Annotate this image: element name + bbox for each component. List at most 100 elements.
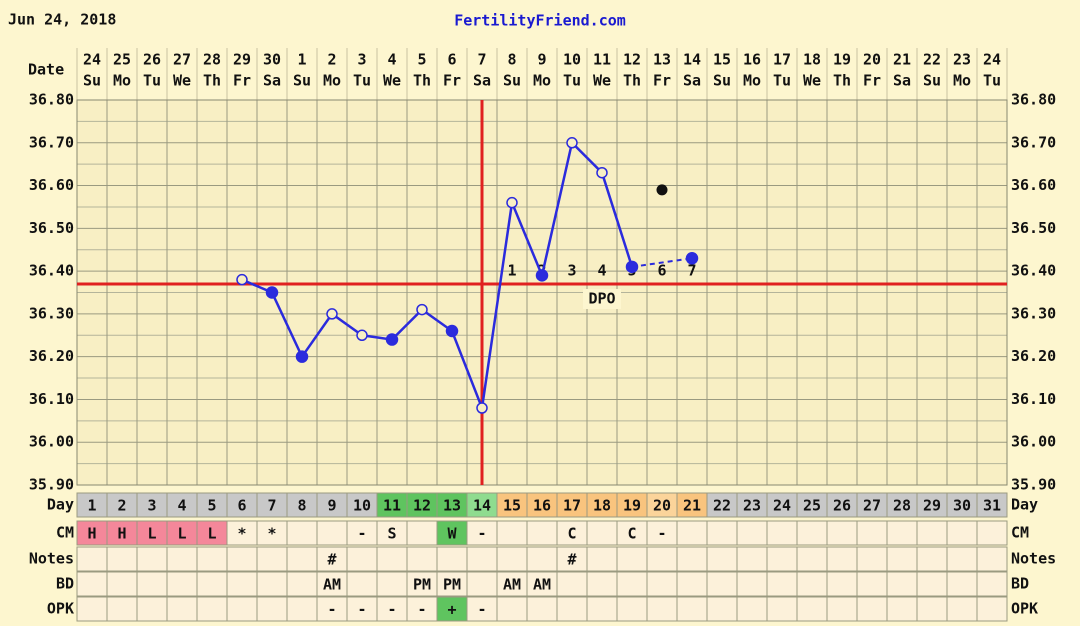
cell — [616, 546, 648, 572]
chart-title: Jun 24, 2018 — [8, 11, 116, 29]
cell — [766, 596, 798, 622]
temperature-point — [356, 329, 368, 342]
dpo-number: 4 — [597, 262, 606, 280]
date-label: 20 — [863, 51, 881, 69]
weekday-label: We — [383, 72, 401, 90]
y-tick-label: 36.10 — [29, 390, 74, 408]
date-label: 6 — [447, 51, 456, 69]
cell — [646, 520, 678, 546]
dpo-label: DPO — [588, 290, 615, 308]
cell-text: H — [87, 525, 96, 543]
date-label: 10 — [563, 51, 581, 69]
weekday-label: Tu — [353, 72, 371, 90]
cell — [76, 571, 108, 597]
cell — [946, 546, 978, 572]
cell-text: - — [357, 601, 366, 619]
weekday-label: Su — [923, 72, 941, 90]
cell — [856, 596, 888, 622]
temperature-point — [596, 166, 608, 179]
row-label-right: CM — [1011, 524, 1029, 542]
weekday-label: We — [173, 72, 191, 90]
cell-text: * — [267, 525, 276, 543]
weekday-label: Su — [713, 72, 731, 90]
weekday-label: Sa — [683, 72, 701, 90]
cell — [886, 520, 918, 546]
date-label: 17 — [773, 51, 791, 69]
weekday-label: Fr — [233, 72, 251, 90]
weekday-label: Mo — [113, 72, 131, 90]
weekday-label: Sa — [893, 72, 911, 90]
date-label: 14 — [683, 51, 701, 69]
date-label: 21 — [893, 51, 911, 69]
cell — [76, 596, 108, 622]
cell — [916, 520, 948, 546]
temperature-point — [476, 402, 488, 414]
cell — [316, 571, 348, 597]
cell — [856, 546, 888, 572]
temperature-point — [625, 260, 639, 274]
cell-text: L — [177, 525, 186, 543]
cell-text: 9 — [327, 497, 336, 515]
date-label: 29 — [233, 51, 251, 69]
cell — [136, 571, 168, 597]
cell — [436, 492, 468, 518]
weekday-label: We — [593, 72, 611, 90]
y-tick-label: 36.80 — [29, 91, 74, 109]
weekday-label: Mo — [323, 72, 341, 90]
cell — [466, 596, 498, 622]
date-label: 24 — [983, 51, 1001, 69]
cell — [526, 596, 558, 622]
cell — [556, 596, 588, 622]
cell — [376, 546, 408, 572]
date-label: 26 — [143, 51, 161, 69]
y-tick-label-right: 36.20 — [1011, 347, 1056, 365]
date-label: 22 — [923, 51, 941, 69]
cell — [976, 571, 1008, 597]
cell — [106, 520, 138, 546]
cell — [286, 546, 318, 572]
cell-text: 28 — [893, 497, 911, 515]
cell — [376, 492, 408, 518]
cell-text: - — [387, 601, 396, 619]
date-label: 5 — [417, 51, 426, 69]
y-tick-label-right: 36.60 — [1011, 176, 1056, 194]
cell — [436, 520, 468, 546]
cell-text: - — [657, 525, 666, 543]
row-label: Day — [47, 496, 74, 514]
date-label: 15 — [713, 51, 731, 69]
cell — [496, 492, 528, 518]
cell-text: 3 — [147, 497, 156, 515]
temperature-point — [265, 286, 279, 299]
weekday-label: Fr — [863, 72, 881, 90]
site-name: FertilityFriend.com — [454, 12, 626, 30]
weekday-label: Su — [503, 72, 521, 90]
cell — [616, 571, 648, 597]
date-label: 23 — [953, 51, 971, 69]
row-label: Notes — [29, 550, 74, 568]
gap-line — [631, 257, 693, 268]
cell — [496, 571, 528, 597]
weekday-label: Tu — [143, 72, 161, 90]
cell — [286, 571, 318, 597]
row-label-right: Notes — [1011, 550, 1056, 568]
cell — [766, 520, 798, 546]
cell — [256, 571, 288, 597]
cell — [196, 571, 228, 597]
cell — [646, 596, 678, 622]
y-tick-label: 36.70 — [29, 133, 74, 151]
cell — [976, 520, 1008, 546]
cell — [946, 596, 978, 622]
cell — [766, 546, 798, 572]
date-label: 16 — [743, 51, 761, 69]
cell — [166, 571, 198, 597]
cell — [796, 546, 828, 572]
weekday-label: Fr — [443, 72, 461, 90]
cell-text: 27 — [863, 497, 881, 515]
cell — [916, 492, 948, 518]
cell — [76, 520, 108, 546]
date-label: 30 — [263, 51, 281, 69]
temperature-point — [566, 137, 578, 149]
temperature-point — [236, 273, 248, 286]
cell — [256, 596, 288, 622]
